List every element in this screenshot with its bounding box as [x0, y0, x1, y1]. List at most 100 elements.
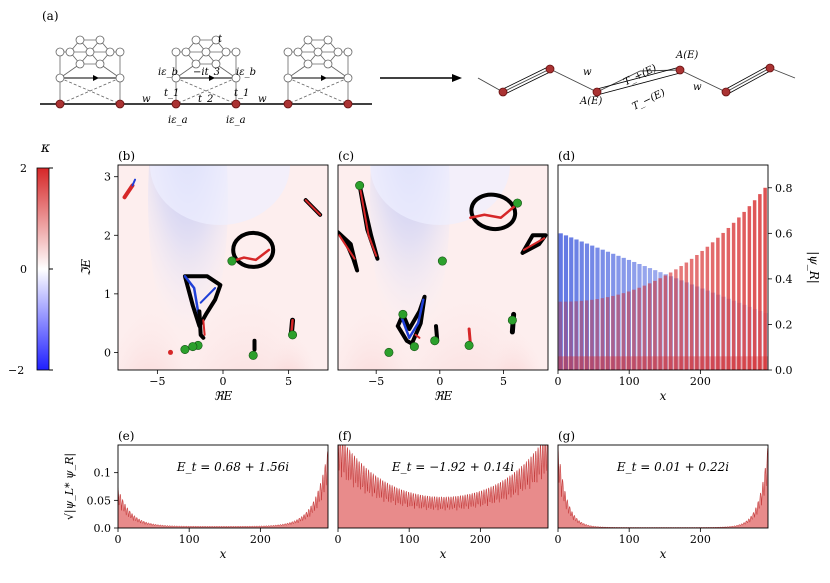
energy-title: E_t = 0.01 + 0.22i: [616, 460, 729, 474]
label-ieps-b-right: iε_b: [236, 67, 256, 78]
heat-column-red: [590, 299, 594, 370]
heat-column-red: [653, 280, 657, 370]
red-dot: [168, 349, 173, 355]
y-tick-label: 0.6: [775, 227, 793, 240]
eff-site-0: [498, 87, 508, 97]
eff-bond-7: [769, 67, 796, 79]
x-tick-label: 5: [500, 375, 507, 388]
panel-label-f: (f): [338, 429, 352, 443]
green-point: [180, 344, 190, 354]
x-tick-label: 100: [619, 533, 640, 546]
curve-red-inner: [230, 248, 271, 263]
heat-column-red: [737, 217, 741, 370]
eff-site-5: [765, 63, 775, 73]
schematic-labels: t w w iε_b −it_3 iε_b t_1 t_2 t_1 iε_a i…: [142, 34, 267, 126]
curve-red-right-c: [522, 237, 546, 251]
heat-column-red: [595, 299, 599, 370]
x-tick-label: 0: [220, 375, 227, 388]
heat-column-red: [726, 227, 731, 370]
y-tick-label: 0.8: [775, 182, 793, 195]
panel-c-background: [338, 165, 548, 370]
heat-column-red: [716, 237, 720, 370]
panel-d-axes: 0 100 200 0.0 0.2 0.4 0.6 0.8 x |ψ_R|: [555, 182, 822, 403]
heat-column-red: [679, 266, 683, 370]
x-tick-label: 100: [179, 533, 200, 546]
heat-column-red: [752, 200, 757, 370]
eff-label-w-left: w: [583, 67, 592, 78]
y-tick-label: 3: [104, 171, 111, 184]
heat-column-red: [600, 298, 605, 370]
heat-column-red: [569, 301, 573, 370]
panel-label-g: (g): [558, 429, 575, 443]
heat-column-red: [674, 269, 678, 370]
curve-black-loop: [231, 230, 276, 269]
y-tick-label: 0.1: [94, 467, 112, 480]
heat-column-blue: [590, 245, 595, 370]
mapping-arrow: [380, 74, 462, 82]
heat-column-red: [705, 246, 710, 370]
curve-blue-2: [199, 287, 217, 304]
heat-column-blue: [616, 255, 621, 370]
eff-bond-3: [596, 70, 641, 93]
area-frame: [557, 444, 769, 529]
heat-column-red: [763, 187, 767, 370]
eff-label-T-plus: T_+(E): [622, 63, 659, 88]
eff-label-T-minus: T_−(E): [631, 87, 668, 112]
heat-column-blue: [595, 247, 600, 370]
panel-d-frame: [557, 164, 769, 371]
area-fill: [118, 451, 328, 528]
panel-label-a: (a): [42, 9, 59, 23]
colorbar-title: κ: [40, 140, 50, 156]
label-t1-left: t_1: [164, 88, 179, 99]
heat-column-red: [742, 211, 746, 370]
x-tick-label: 200: [470, 533, 491, 546]
heat-column-red: [611, 295, 615, 370]
colorbar-tick-bottom: −2: [8, 364, 24, 377]
x-tick-label: 5: [285, 375, 292, 388]
panel-d-heatmap: [558, 165, 768, 370]
heat-column-blue: [563, 235, 569, 370]
curve-red-tall: [358, 184, 378, 257]
heat-column-red: [658, 278, 662, 370]
curve-blue-center: [400, 298, 425, 340]
eff-site-3: [675, 65, 685, 75]
heat-column-red: [663, 275, 668, 370]
green-point: [188, 342, 198, 352]
x-axis-label: x: [660, 547, 667, 561]
green-point: [355, 181, 365, 191]
heat-column-red: [637, 287, 641, 370]
x-tick-label: 100: [619, 375, 640, 388]
heat-column-blue: [611, 253, 616, 370]
heat-column-red: [758, 194, 762, 370]
eff-label-A-right: A(E): [675, 50, 698, 61]
effective-chain: [477, 63, 796, 97]
green-point: [409, 342, 419, 352]
heat-column-red: [584, 300, 589, 370]
curve-red-loop-c: [469, 204, 517, 219]
heat-column-red: [700, 250, 704, 370]
panel-f-area: 0 100 200 x E_t = −1.92 + 0.14i: [335, 444, 549, 561]
x-tick-label: 0: [555, 533, 562, 546]
heat-column-blue: [584, 243, 590, 370]
y-axis-label: |ψ_R|: [807, 251, 821, 284]
x-axis-label: ℜE: [434, 389, 453, 403]
x-tick-label: 0: [436, 375, 443, 388]
effective-labels: w w A(E) A(E) T_+(E) T_−(E): [579, 50, 702, 113]
label-t: t: [218, 34, 223, 45]
colorbar: κ 2 0 −2: [8, 140, 53, 377]
unit-cell-2: [283, 35, 353, 105]
curve-black-center: [395, 294, 427, 346]
lattice-schematic: [40, 35, 372, 109]
label-t2: t_2: [198, 94, 213, 105]
x-tick-label: 200: [690, 375, 711, 388]
eff-site-1: [545, 64, 555, 74]
label-ieps-a-right: iε_a: [226, 115, 246, 126]
curve-red-center: [414, 333, 421, 339]
eff-site-4: [721, 87, 731, 97]
energy-title: E_t = −1.92 + 0.14i: [391, 460, 514, 474]
heat-column-red: [605, 297, 610, 370]
eff-label-w-right: w: [693, 82, 702, 93]
label-w-right: w: [258, 94, 267, 105]
area-fill: [558, 445, 768, 528]
